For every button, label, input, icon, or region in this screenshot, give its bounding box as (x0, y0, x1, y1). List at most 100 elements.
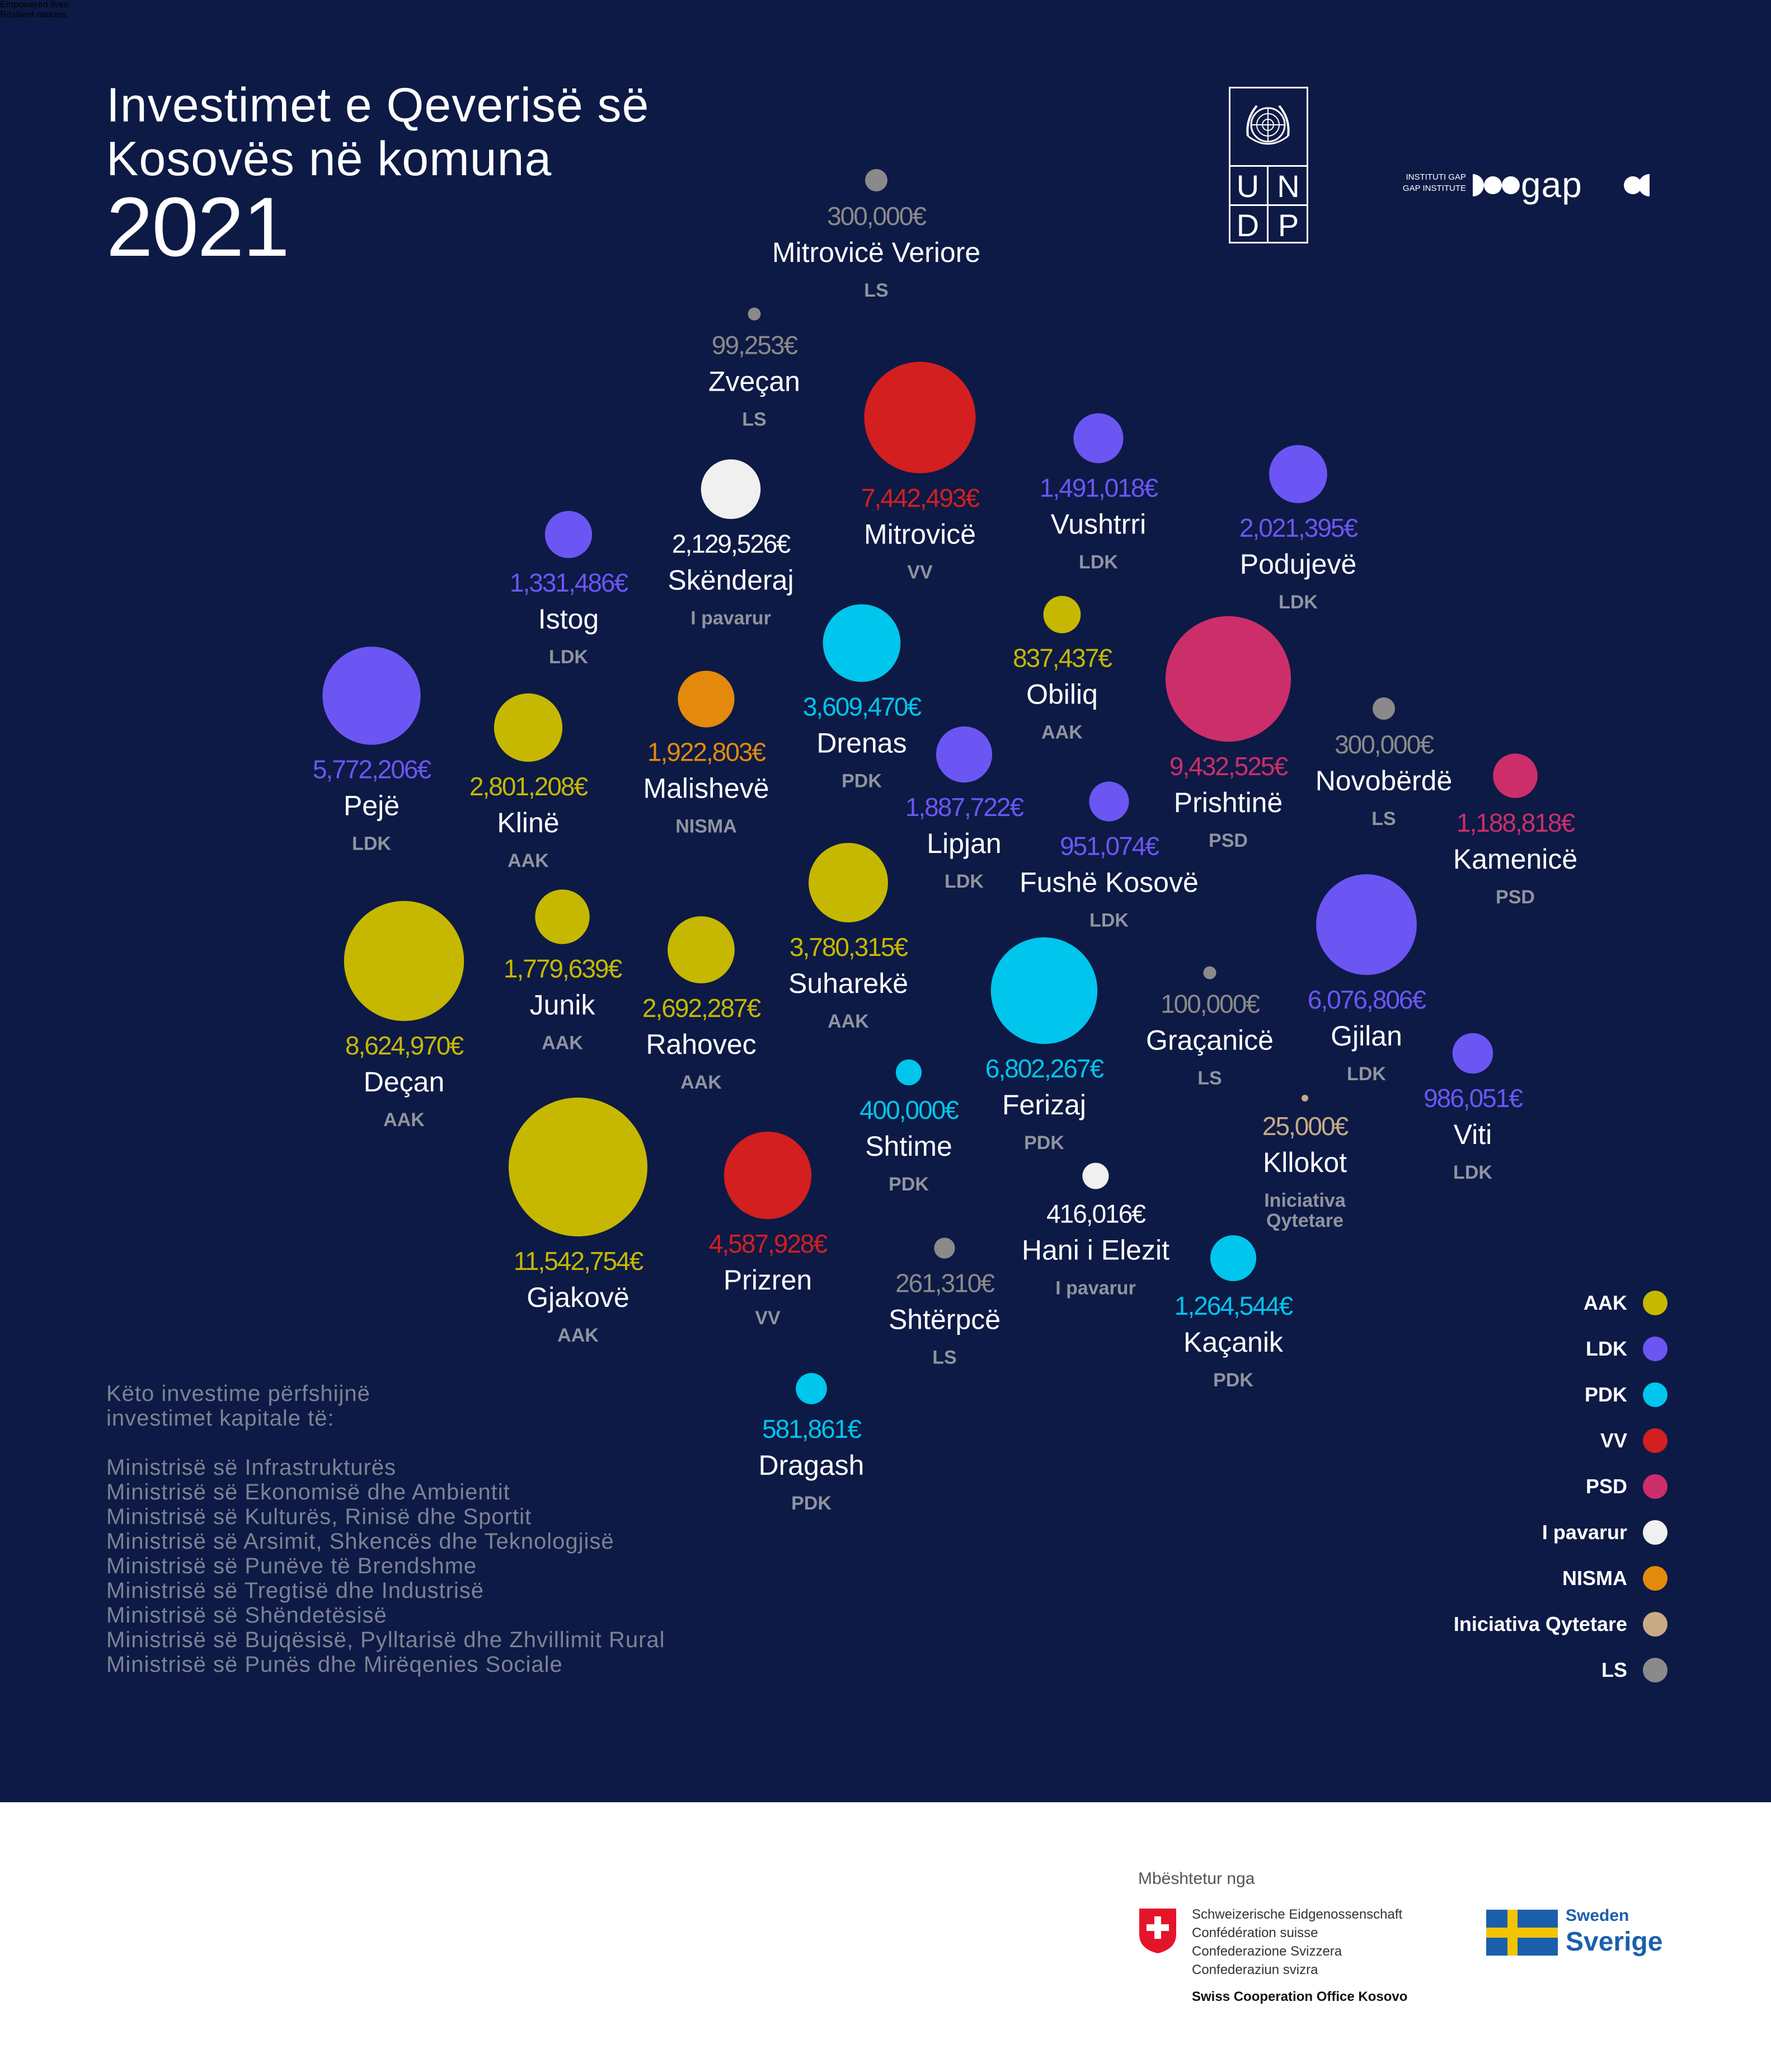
swiss-line: Schweizerische Eidgenossenschaft (1192, 1907, 1403, 1922)
municipality-podujevë: 2,021,395€ Podujevë LDK (1239, 445, 1359, 613)
bubble (535, 889, 590, 944)
amount-label: 6,802,267€ (985, 1054, 1104, 1083)
bubble (724, 1131, 812, 1220)
ministry-item: Ministrisë së Punëve të Brendshme (106, 1554, 477, 1578)
amount-label: 3,780,315€ (790, 932, 908, 962)
amount-label: 581,861€ (762, 1414, 861, 1443)
party-label: PDK (1213, 1370, 1253, 1391)
swiss-office: Swiss Cooperation Office Kosovo (1192, 1989, 1408, 2004)
municipality-name: Prizren (724, 1264, 812, 1296)
bubble (1073, 413, 1124, 463)
municipality-mitrovicë-veriore: 300,000€ Mitrovicë Veriore LS (772, 169, 980, 301)
bubble (1452, 1033, 1493, 1074)
legend-item: LDK (1586, 1332, 1667, 1366)
party-label: VV (755, 1307, 781, 1329)
undp-logo: U N D P (1229, 87, 1310, 243)
amount-label: 300,000€ (1335, 730, 1434, 759)
bubble (544, 510, 593, 559)
municipality-name: Kaçanik (1183, 1326, 1284, 1358)
ministry-item: Ministrisë së Tregtisë dhe Industrisë (106, 1578, 485, 1603)
bubble (1302, 1095, 1308, 1101)
municipality-name: Graçanicë (1146, 1025, 1274, 1056)
legend-dot (1643, 1612, 1667, 1637)
legend-item: NISMA (1562, 1562, 1667, 1595)
bubble (865, 169, 887, 191)
municipality-vushtrri: 1,491,018€ Vushtrri LDK (1040, 413, 1159, 573)
bubble (748, 307, 761, 321)
bubble (1210, 1235, 1257, 1282)
bubble (934, 1237, 955, 1259)
amount-label: 3,609,470€ (803, 692, 922, 721)
legend-label: VV (1600, 1429, 1627, 1452)
municipality-gjilan: 6,076,806€ Gjilan LDK (1308, 874, 1427, 1085)
municipality-dragash: 581,861€ Dragash PDK (759, 1373, 865, 1514)
municipality-kamenicë: 1,188,818€ Kamenicë PSD (1453, 753, 1577, 908)
municipality-klinë: 2,801,208€ Klinë AAK (469, 693, 589, 871)
legend-item: PDK (1585, 1378, 1667, 1412)
sweden-logo: Sweden Sverige (1486, 1905, 1671, 1972)
municipality-name: Rahovec (646, 1029, 756, 1060)
notes-intro-line-1: Këto investime përfshijnë (106, 1381, 370, 1406)
municipality-deçan: 8,624,970€ Deçan AAK (344, 901, 465, 1131)
amount-label: 5,772,206€ (313, 755, 431, 784)
bubble (1269, 445, 1327, 503)
amount-label: 1,779,639€ (504, 954, 622, 983)
legend-label: PSD (1585, 1475, 1627, 1498)
party-label: VV (907, 562, 933, 583)
party-label: LDK (1079, 552, 1118, 573)
party-label: AAK (1041, 721, 1083, 743)
bubble (1373, 697, 1395, 720)
amount-label: 2,692,287€ (642, 993, 761, 1023)
bubble (990, 937, 1098, 1044)
municipality-name: Drenas (816, 727, 906, 758)
bubble (322, 646, 421, 745)
municipality-name: Hani i Elezit (1022, 1235, 1169, 1266)
municipality-kaçanik: 1,264,544€ Kaçanik PDK (1175, 1235, 1294, 1391)
bubble (509, 1098, 647, 1236)
party-label: LDK (1453, 1162, 1492, 1183)
party-label: LS (1197, 1068, 1222, 1089)
amount-label: 1,264,544€ (1175, 1291, 1293, 1320)
municipality-name: Mitrovicë Veriore (772, 237, 980, 268)
amount-label: 2,801,208€ (469, 772, 588, 801)
amount-label: 416,016€ (1046, 1199, 1145, 1229)
ministry-item: Ministrisë së Ekonomisë dhe Ambientit (106, 1480, 510, 1504)
swiss-logo: Schweizerische Eidgenossenschaft Confédé… (1138, 1905, 1429, 2017)
party-label: I pavarur (1055, 1278, 1136, 1299)
legend-item: LS (1601, 1653, 1667, 1687)
swiss-shield-icon (1139, 1909, 1176, 1953)
municipality-prishtinë: 9,432,525€ Prishtinë PSD (1165, 616, 1291, 851)
amount-label: 9,432,525€ (1169, 752, 1288, 781)
party-label: PDK (842, 770, 882, 791)
swiss-text: Schweizerische Eidgenossenschaft Confédé… (1192, 1905, 1402, 1979)
municipality-name: Obiliq (1026, 678, 1098, 710)
amount-label: 1,188,818€ (1457, 808, 1575, 837)
municipality-name: Skënderaj (668, 564, 793, 596)
municipality-graçanicë: 100,000€ Graçanicë LS (1146, 966, 1274, 1089)
undp-tagline-2: Resilient nations. (0, 10, 68, 20)
party-label: PDK (791, 1493, 832, 1514)
bubble (1082, 1162, 1109, 1189)
gap-small-text: INSTITUTI GAP GAP INSTITUTE (1393, 172, 1466, 194)
municipality-name: Dragash (759, 1450, 865, 1481)
legend-item: PSD (1586, 1470, 1667, 1503)
legend-label: LDK (1586, 1337, 1627, 1360)
amount-label: 2,021,395€ (1239, 513, 1358, 542)
municipality-mitrovicë: 7,442,493€ Mitrovicë VV (861, 362, 981, 583)
municipality-istog: 1,331,486€ Istog LDK (510, 510, 630, 668)
bubble (895, 1059, 922, 1086)
ministry-item: Ministrisë së Shëndetësisë (106, 1603, 387, 1628)
municipality-suharekë: 3,780,315€ Suharekë AAK (788, 843, 909, 1032)
legend-label: I pavarur (1542, 1521, 1627, 1544)
party-label: AAK (557, 1325, 599, 1346)
amount-label: 986,051€ (1424, 1084, 1523, 1113)
undp-letters: U N D P (1229, 165, 1308, 243)
undp-letter-u: U (1229, 165, 1269, 204)
gap-institute-logo: INSTITUTI GAP GAP INSTITUTE gap (1393, 165, 1667, 210)
municipality-name: Klinë (497, 807, 559, 838)
municipality-name: Fushë Kosovë (1020, 867, 1199, 898)
party-label: LS (742, 409, 766, 430)
municipality-malishevë: 1,922,803€ Malishevë NISMA (643, 671, 769, 837)
page-title: Investimet e Qeverisë së Kosovës në komu… (106, 78, 649, 186)
